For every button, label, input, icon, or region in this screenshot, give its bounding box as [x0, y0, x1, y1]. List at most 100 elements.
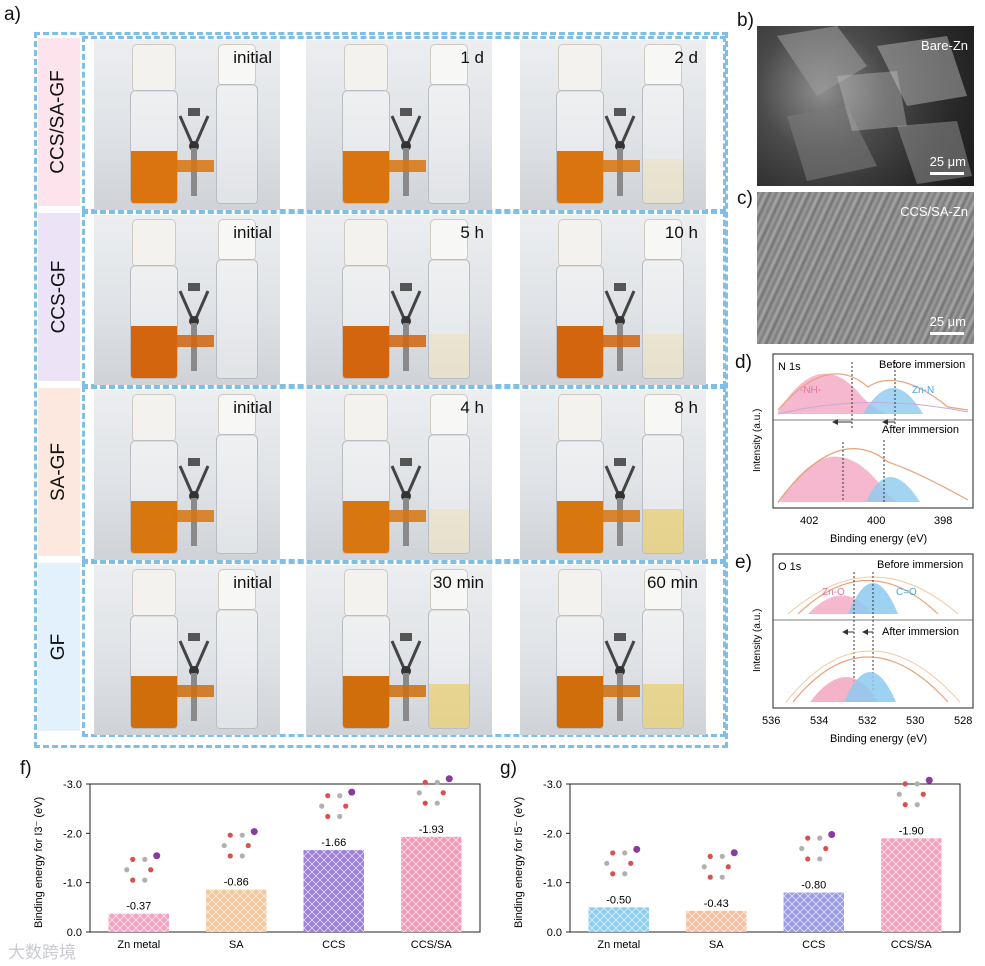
xps-o1s-arrow-left-head: [842, 629, 848, 635]
vial-cap: [218, 569, 256, 611]
vial-right: [216, 84, 258, 204]
clamp-icon: [174, 108, 214, 196]
vial-left: [130, 615, 178, 729]
xps-n1s-nh-label: -NH-: [800, 385, 821, 396]
bar-zn-metal: [108, 913, 169, 932]
x-category-label: CCS/SA: [891, 939, 933, 951]
xps-n1s-bottom-envelope: [777, 448, 969, 503]
diffused-liquid: [429, 334, 469, 378]
row-frame-0: [82, 36, 726, 212]
electrolyte-liquid: [131, 151, 177, 203]
y-tick-label: -3.0: [63, 779, 82, 791]
chart-frame: [89, 783, 481, 933]
xps-n1s-top-zn-n-peak: [863, 388, 923, 414]
vial-right: [216, 259, 258, 379]
bar-value-label: -0.43: [704, 898, 729, 910]
timepoint-label: initial: [233, 573, 272, 592]
x-category-label: CCS: [322, 939, 345, 951]
bar-ccs-sa: [401, 836, 462, 932]
sem-ccs-sa-zn-label: CCS/SA-Zn: [900, 204, 968, 219]
vial-left: [342, 615, 390, 729]
xps-n1s-top-baseline: [777, 402, 969, 415]
row-label-0: CCS/SA-GF: [38, 38, 80, 206]
clamp-icon: [386, 458, 426, 546]
vial-cap: [644, 44, 682, 86]
clamp-icon: [386, 283, 426, 371]
y-axis-label: Binding energy for I5⁻ (eV): [513, 797, 525, 928]
vial-left: [130, 90, 178, 204]
photo-r0-c0: initial: [94, 40, 280, 210]
x-category-label: Zn metal: [117, 939, 160, 951]
timepoint-label: 8 h: [674, 398, 698, 417]
vial-right: [642, 84, 684, 204]
xps-n1s-xtick-2: 400: [867, 515, 885, 527]
xps-o1s-xtick-1: 536: [762, 715, 780, 727]
timepoint-label: 4 h: [460, 398, 484, 417]
diffused-liquid: [643, 684, 683, 728]
timepoint-label: initial: [233, 223, 272, 242]
vial-left: [342, 90, 390, 204]
y-tick-label: 0.0: [67, 927, 82, 939]
photo-r2-c2: 8 h: [520, 390, 706, 560]
clamp-icon: [386, 633, 426, 721]
xps-o1s-top-c-o-peak: [848, 583, 898, 614]
row-label-1: CCS-GF: [38, 213, 80, 381]
panel-label-d: d): [735, 352, 752, 373]
timepoint-label: 1 d: [460, 48, 484, 67]
row-label-2: SA-GF: [38, 388, 80, 556]
row-label-text: GF: [47, 633, 69, 661]
xps-o1s-bottom-c-o-peak: [844, 672, 896, 702]
sem-ccs-sa-zn: CCS/SA-Zn 25 μm: [757, 192, 974, 344]
molecule-structure-icon: [896, 776, 933, 808]
diffused-liquid: [429, 684, 469, 728]
clamp-icon: [600, 633, 640, 721]
timepoint-label: 10 h: [664, 223, 698, 242]
timepoint-label: 60 min: [646, 573, 698, 592]
x-category-label: CCS: [802, 939, 825, 951]
bar-value-label: -1.66: [321, 837, 346, 849]
xps-n1s-top-envelope: [777, 373, 969, 411]
panel-label-b: b): [737, 10, 754, 31]
photo-r0-c2: 2 d: [520, 40, 706, 210]
vial-left: [556, 90, 604, 204]
xps-o1s-top-note: Before immersion: [877, 559, 963, 571]
xps-o1s-top-envelope: [797, 579, 939, 615]
vial-right: [216, 434, 258, 554]
vial-left: [556, 265, 604, 379]
bar-value-label: -0.37: [126, 901, 151, 913]
electrolyte-liquid: [557, 676, 603, 728]
vial-cap: [558, 44, 602, 92]
panel-label-f: f): [20, 758, 32, 779]
y-tick-label: -3.0: [543, 779, 562, 791]
clamp-icon: [600, 283, 640, 371]
vial-left: [556, 615, 604, 729]
vial-right: [642, 609, 684, 729]
vial-cap: [558, 394, 602, 442]
photo-r2-c1: 4 h: [306, 390, 492, 560]
xps-o1s-zn-o-label: Zn-O: [822, 587, 845, 598]
vial-left: [556, 440, 604, 554]
vial-left: [130, 440, 178, 554]
vial-cap: [218, 394, 256, 436]
bar-zn-metal: [588, 907, 649, 932]
photo-r1-c1: 5 h: [306, 215, 492, 385]
y-tick-label: 0.0: [547, 927, 562, 939]
vial-cap: [430, 569, 468, 611]
vial-cap: [132, 394, 176, 442]
bar-sa: [206, 889, 267, 932]
row-frame-3: [82, 561, 726, 737]
bar-value-label: -1.93: [419, 824, 444, 836]
vial-cap: [430, 219, 468, 261]
clamp-icon: [174, 283, 214, 371]
bar-ccs: [303, 850, 364, 932]
row-frame-2: [82, 386, 726, 562]
xps-o1s-bottom-envelope: [792, 656, 949, 703]
clamp-icon: [174, 633, 214, 721]
photo-r1-c2: 10 h: [520, 215, 706, 385]
bar-chart-f: 0.0 -1.0 -2.0 -3.0 Binding energy for I3⁻ (e…: [33, 775, 481, 951]
electrolyte-liquid: [557, 151, 603, 203]
xps-o1s-xtick-2: 534: [810, 715, 828, 727]
panel-a-frame: [34, 32, 728, 748]
vial-cap: [344, 394, 388, 442]
vial-cap: [218, 219, 256, 261]
